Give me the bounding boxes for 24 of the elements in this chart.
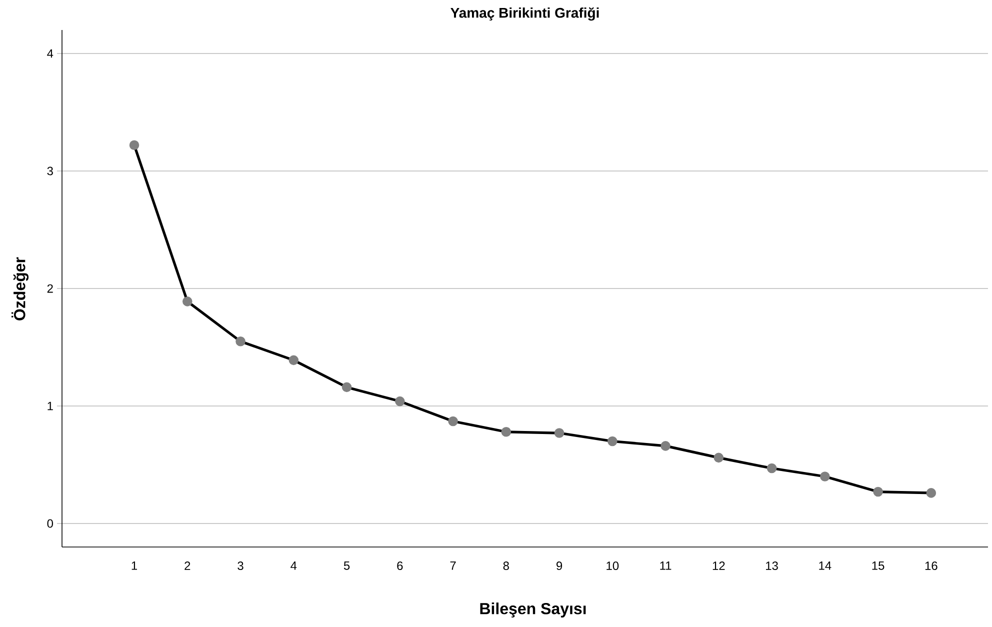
y-tick-label: 2 xyxy=(47,284,53,293)
x-axis-title: Bileşen Sayısı xyxy=(480,602,586,618)
y-tick-label: 3 xyxy=(47,166,53,176)
x-tick-label: 5 xyxy=(344,562,350,570)
x-tick-label: 1 xyxy=(132,562,138,570)
y-tick-label: 4 xyxy=(47,49,54,58)
x-tick-label: 12 xyxy=(712,562,725,570)
x-tick-label: 6 xyxy=(397,562,403,570)
x-tick-label: 13 xyxy=(766,562,778,570)
x-tick-label: 9 xyxy=(556,562,562,570)
y-tick-label: 0 xyxy=(47,519,54,528)
y-axis-title: Özdeğer xyxy=(11,257,29,320)
x-tick-label: 10 xyxy=(606,562,619,570)
x-tick-label: 4 xyxy=(290,562,297,570)
x-tick-label: 8 xyxy=(503,562,509,570)
x-tick-label: 3 xyxy=(238,562,244,570)
x-tick-label: 2 xyxy=(184,562,190,570)
x-tick-label: 11 xyxy=(660,562,672,570)
x-tick-label: 7 xyxy=(450,562,456,570)
y-tick-label: 1 xyxy=(48,402,53,410)
x-tick-label: 14 xyxy=(819,562,832,570)
x-tick-label: 15 xyxy=(872,562,884,570)
x-tick-label: 16 xyxy=(925,562,938,570)
chart-title: Yamaç Birikinti Grafiği xyxy=(450,7,599,21)
